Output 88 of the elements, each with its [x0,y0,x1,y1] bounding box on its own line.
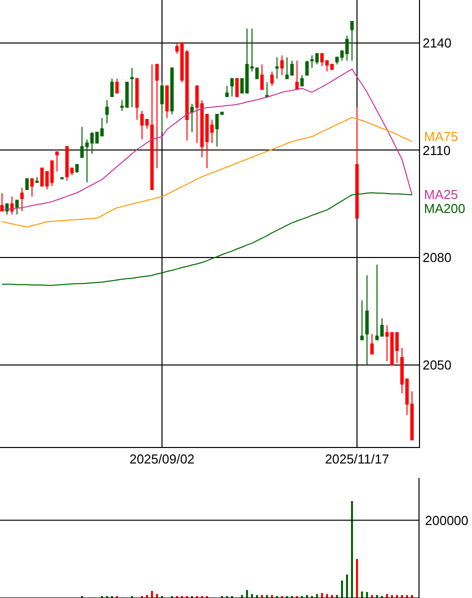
candlestick [210,119,214,144]
candlestick [230,78,234,98]
candlestick [225,85,229,98]
candlestick [275,56,279,80]
candlestick [310,54,314,68]
candlestick [205,114,209,169]
candlestick [250,28,254,72]
candlestick [185,50,189,142]
candlestick [85,138,89,183]
candlestick [140,110,144,140]
bar [326,594,328,598]
candlestick [265,82,269,98]
candlestick [285,56,289,80]
y-tick-label: 2050 [422,357,452,372]
bar [386,594,388,598]
candlestick [335,56,339,65]
bar [321,593,323,598]
bar [351,500,353,598]
candlestick [90,132,94,154]
candlestick [215,114,219,148]
candlestick [120,100,124,112]
x-tick-label: 2025/09/02 [129,452,195,467]
line-series [2,192,412,286]
candlestick [280,54,284,76]
candlestick [35,176,39,183]
candlestick [55,150,59,172]
candlestick [370,334,374,355]
line-series [2,68,412,210]
candlestick [380,318,384,337]
series-label: MA200 [424,201,466,216]
candlestick [245,28,249,94]
bar [356,559,358,598]
candlestick [80,126,84,158]
line-series [2,116,412,228]
candlestick [315,53,319,65]
candlestick [160,82,164,133]
candlestick [375,264,379,340]
candlestick [130,67,134,108]
candlestick [155,64,159,169]
bar [361,592,363,598]
bar [151,591,153,598]
candlestick [410,390,414,440]
candlestick [395,332,399,364]
candlestick [15,200,19,216]
bar [246,590,248,598]
candlestick [30,178,34,198]
candlestick [190,103,194,133]
bar [316,594,318,598]
y-tick-label: 2140 [422,35,452,50]
y-tick-label: 2110 [422,142,451,158]
candlestick [350,20,354,62]
bar [156,594,158,598]
candlestick [385,324,389,362]
bar [341,580,343,598]
candlestick [10,196,14,216]
bar [251,594,253,598]
candlestick [195,85,199,144]
candlestick [300,74,304,86]
candlestick [60,176,64,180]
x-tick-label: 2025/11/17 [324,452,390,467]
candlestick [200,100,204,158]
candlestick [45,171,49,190]
candlestick [260,64,264,90]
candlestick [270,71,274,86]
candlestick [360,300,364,340]
candlestick [365,274,369,366]
candlestick [20,187,24,212]
candlestick [340,50,344,62]
series-label: MA75 [424,129,458,144]
candlestick [0,192,4,212]
candlestick [320,53,324,67]
candlestick [400,347,404,394]
candlestick [175,42,179,54]
candlestick [135,78,139,120]
series-label: MA25 [424,187,458,202]
candlestick [295,60,299,90]
candlestick [345,35,349,62]
candlestick [100,118,104,136]
candlestick [405,378,409,416]
candlestick [355,106,359,219]
y-tick-label: 2080 [422,250,452,266]
bar [346,574,348,598]
text: 200000 [425,513,468,528]
candlestick [150,64,154,190]
bar [366,592,368,598]
candlestick [325,60,329,72]
candlestick [105,100,109,124]
candlestick [165,85,169,119]
